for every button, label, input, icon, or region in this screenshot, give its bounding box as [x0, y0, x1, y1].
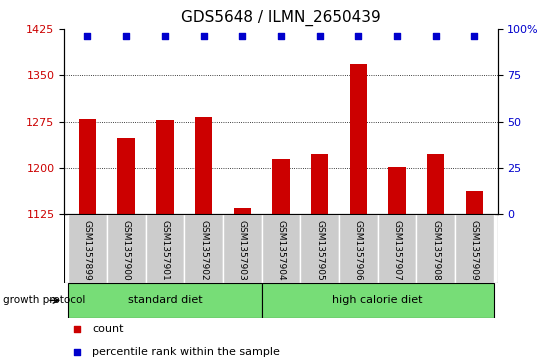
Text: percentile rank within the sample: percentile rank within the sample: [92, 347, 280, 357]
Point: [122, 33, 131, 39]
Text: GSM1357904: GSM1357904: [276, 220, 286, 280]
Bar: [339, 214, 377, 283]
Text: GSM1357903: GSM1357903: [238, 220, 247, 281]
Point: [392, 33, 401, 39]
Text: GSM1357901: GSM1357901: [160, 220, 169, 281]
Point: [354, 33, 363, 39]
Text: GSM1357908: GSM1357908: [431, 220, 440, 281]
Bar: [272, 159, 290, 214]
Bar: [262, 214, 300, 283]
Bar: [466, 191, 483, 214]
Bar: [156, 120, 173, 214]
Bar: [416, 214, 455, 283]
Bar: [389, 167, 406, 214]
Bar: [427, 154, 444, 214]
Title: GDS5648 / ILMN_2650439: GDS5648 / ILMN_2650439: [181, 10, 381, 26]
Bar: [300, 214, 339, 283]
Text: standard diet: standard diet: [127, 295, 202, 305]
Point: [199, 33, 208, 39]
Bar: [184, 214, 223, 283]
Bar: [262, 283, 494, 318]
Point: [470, 33, 479, 39]
Text: GSM1357900: GSM1357900: [122, 220, 131, 281]
Bar: [349, 64, 367, 214]
Text: GSM1357905: GSM1357905: [315, 220, 324, 281]
Text: high calorie diet: high calorie diet: [333, 295, 423, 305]
Bar: [195, 117, 212, 214]
Text: GSM1357909: GSM1357909: [470, 220, 479, 281]
Point: [431, 33, 440, 39]
Bar: [117, 138, 135, 214]
Point: [160, 33, 169, 39]
Bar: [145, 214, 184, 283]
Bar: [223, 214, 262, 283]
Text: growth protocol: growth protocol: [3, 295, 85, 305]
Text: GSM1357907: GSM1357907: [392, 220, 401, 281]
Bar: [68, 214, 107, 283]
Point: [238, 33, 247, 39]
Point: [83, 33, 92, 39]
Text: GSM1357906: GSM1357906: [354, 220, 363, 281]
Bar: [79, 119, 96, 214]
Bar: [455, 214, 494, 283]
Bar: [234, 208, 251, 214]
Text: GSM1357899: GSM1357899: [83, 220, 92, 281]
Point: [315, 33, 324, 39]
Point: [395, 28, 404, 34]
Bar: [311, 154, 328, 214]
Bar: [107, 214, 145, 283]
Text: count: count: [92, 324, 124, 334]
Text: GSM1357902: GSM1357902: [199, 220, 208, 280]
Bar: [68, 283, 262, 318]
Bar: [377, 214, 416, 283]
Point: [277, 33, 286, 39]
Point: [395, 234, 404, 240]
